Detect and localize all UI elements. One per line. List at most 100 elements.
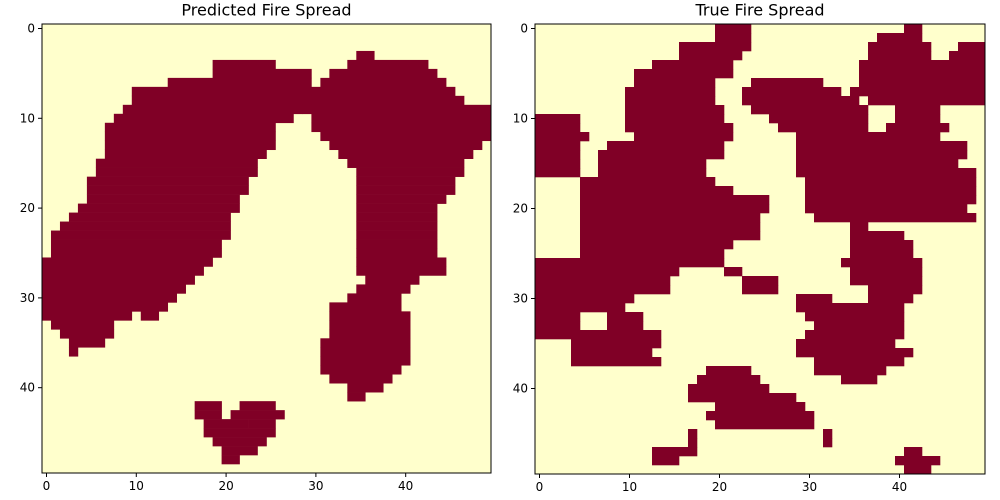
burned-cell-run: [580, 222, 761, 232]
y-tick-label: 10: [20, 111, 35, 125]
burned-cell-run: [42, 266, 204, 276]
burned-cell-run: [50, 239, 222, 249]
burned-cell-run: [338, 149, 474, 159]
burned-cell-run: [949, 51, 986, 61]
burned-cell-run: [634, 69, 734, 79]
predicted-axes: 0 10 20 30 40 0 10 20 30 40: [20, 21, 492, 493]
burned-cell-run: [320, 131, 492, 142]
burned-cell-run: [688, 438, 698, 448]
burned-cell-run: [679, 51, 743, 61]
burned-cell-run: [104, 122, 276, 133]
burned-cell-run: [796, 132, 941, 142]
burned-cell-run: [895, 105, 941, 115]
burned-cell-run: [203, 428, 276, 438]
burned-cell-run: [194, 410, 222, 420]
burned-cell-run: [886, 123, 950, 133]
burned-cell-run: [212, 59, 276, 70]
burned-cell-run: [958, 42, 986, 52]
burned-cell-run: [652, 60, 734, 70]
y-tick-label: 20: [513, 202, 528, 216]
burned-cell-run: [42, 293, 177, 303]
burned-cell-run: [311, 95, 465, 106]
burned-cell-run: [203, 419, 249, 429]
burned-cell-run: [742, 285, 779, 295]
burned-cell-run: [796, 303, 905, 313]
burned-cell-run: [320, 86, 456, 97]
y-tick-label: 30: [513, 292, 528, 306]
burned-cell-run: [320, 356, 411, 366]
burned-cell-run: [697, 375, 761, 385]
burned-cell-run: [859, 60, 986, 70]
burned-cell-run: [131, 86, 321, 97]
burned-cell-run: [652, 456, 680, 466]
burned-cell-run: [68, 347, 79, 357]
burned-cell-run: [535, 141, 581, 151]
y-tick-label: 30: [20, 291, 35, 305]
burned-cell-run: [607, 141, 725, 151]
burned-cell-run: [221, 455, 240, 465]
burned-cell-run: [104, 140, 276, 151]
burned-cell-run: [347, 392, 366, 402]
burned-cell-run: [571, 348, 653, 358]
burned-cell-run: [706, 366, 752, 376]
burned-cell-run: [365, 275, 420, 285]
burned-cell-run: [778, 123, 869, 133]
burned-cell-run: [131, 95, 312, 106]
burned-cell-run: [805, 195, 977, 205]
x-tick-label: 30: [308, 479, 323, 493]
burned-cell-run: [535, 303, 626, 313]
burned-cell-run: [356, 185, 456, 195]
burned-cell-run: [221, 446, 258, 456]
burned-cell-run: [868, 51, 932, 61]
burned-cell-run: [104, 149, 267, 159]
burned-cell-run: [814, 321, 905, 331]
burned-cell-run: [580, 204, 770, 214]
burned-cell-run: [42, 311, 133, 321]
burned-cell-run: [59, 221, 231, 231]
burned-cell-run: [580, 177, 716, 187]
burned-cell-run: [652, 447, 698, 457]
burned-cell-run: [329, 302, 402, 312]
burned-cell-run: [329, 320, 411, 330]
burned-cell-run: [356, 203, 438, 213]
y-tick-label: 0: [520, 22, 528, 36]
burned-cell-run: [859, 69, 986, 79]
burned-cell-run: [320, 365, 402, 375]
burned-cell-run: [904, 447, 923, 457]
y-tick-label: 40: [20, 381, 35, 395]
burned-cell-run: [688, 384, 770, 394]
burned-cell-run: [796, 141, 968, 151]
burned-cell-run: [598, 168, 707, 178]
burned-cell-run: [356, 266, 447, 276]
burned-cell-run: [535, 258, 725, 268]
burned-cell-run: [580, 240, 734, 250]
x-tick-label: 10: [129, 479, 144, 493]
burned-cell-run: [769, 114, 869, 124]
burned-cell-run: [742, 96, 860, 106]
burned-cell-run: [904, 465, 932, 475]
x-tick-label: 20: [712, 480, 727, 494]
burned-cell-run: [904, 24, 923, 34]
burned-cell-run: [535, 132, 590, 142]
burned-cell-run: [68, 338, 106, 348]
burned-cell-run: [859, 78, 986, 88]
burned-cell-run: [814, 213, 977, 223]
burned-cell-run: [535, 321, 581, 331]
burned-cell-run: [868, 285, 923, 295]
burned-cell-run: [580, 186, 734, 196]
burned-cell-run: [535, 276, 671, 286]
burned-cell-run: [625, 123, 734, 133]
burned-cell-run: [356, 212, 438, 222]
burned-cell-run: [356, 167, 465, 177]
burned-cell-run: [742, 87, 842, 97]
burned-cell-run: [356, 257, 447, 267]
axes-frame: [534, 23, 986, 475]
burned-cell-run: [805, 177, 977, 187]
x-tick-label: 40: [892, 480, 907, 494]
true-panel: True Fire Spread 0 10 20 30 40 0 10 20 30 40: [513, 1, 986, 494]
burned-cell-run: [850, 222, 869, 232]
x-tick-label: 0: [43, 479, 51, 493]
burned-cell-run: [320, 347, 411, 357]
burned-cell-run: [535, 294, 635, 304]
burned-cell-run: [715, 420, 815, 430]
